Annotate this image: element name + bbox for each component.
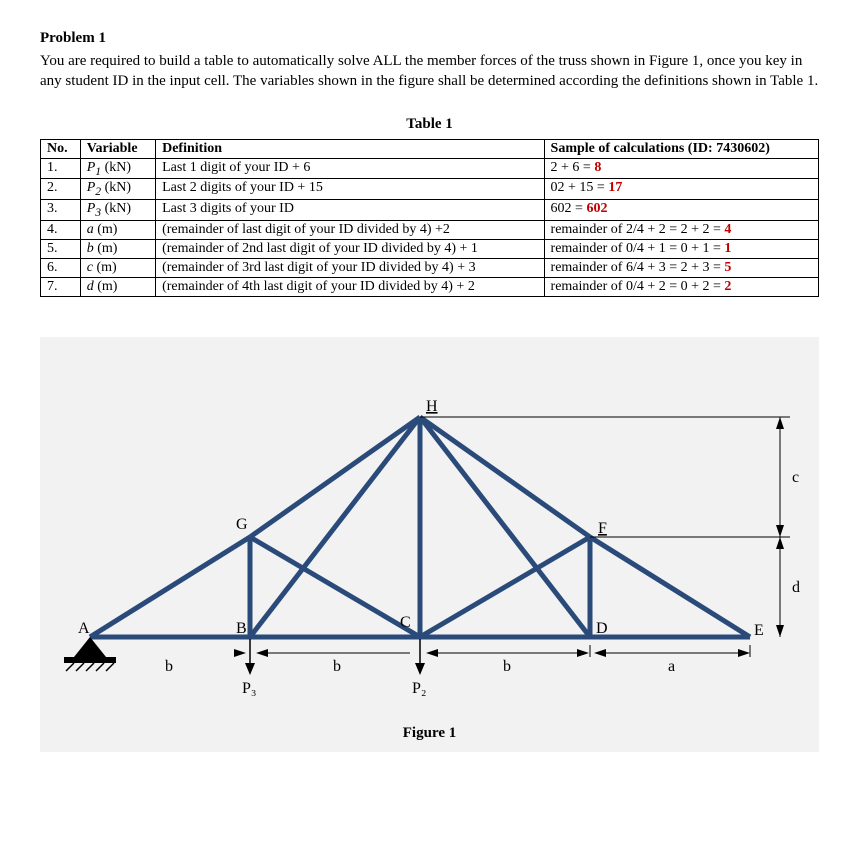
cell-no: 1. xyxy=(41,158,81,179)
cell-sample: 2 + 6 = 8 xyxy=(544,158,818,179)
dim-d: d xyxy=(792,579,800,596)
node-E: E xyxy=(754,622,764,639)
table-row: 2.P2 (kN)Last 2 digits of your ID + 1502… xyxy=(41,179,819,200)
node-H: H xyxy=(426,398,438,415)
table-row: 1.P1 (kN)Last 1 digit of your ID + 62 + … xyxy=(41,158,819,179)
cell-no: 6. xyxy=(41,258,81,277)
col-definition: Definition xyxy=(156,139,544,158)
definitions-table: No. Variable Definition Sample of calcul… xyxy=(40,139,819,297)
cell-definition: (remainder of last digit of your ID divi… xyxy=(156,220,544,239)
cell-definition: (remainder of 4th last digit of your ID … xyxy=(156,277,544,296)
dim-a: a xyxy=(668,658,675,675)
cell-variable: b (m) xyxy=(80,239,155,258)
cell-definition: (remainder of 2nd last digit of your ID … xyxy=(156,239,544,258)
dim-b3: b xyxy=(503,658,511,675)
figure-panel: c d P₃ P₂ b b b xyxy=(40,337,819,752)
cell-no: 4. xyxy=(41,220,81,239)
truss-figure: c d P₃ P₂ b b b xyxy=(50,357,830,717)
col-variable: Variable xyxy=(80,139,155,158)
cell-sample: remainder of 6/4 + 3 = 2 + 3 = 5 xyxy=(544,258,818,277)
table-row: 6.c (m)(remainder of 3rd last digit of y… xyxy=(41,258,819,277)
table-caption: Table 1 xyxy=(40,116,819,133)
load-p2: P₂ xyxy=(412,680,426,697)
node-A: A xyxy=(78,620,90,637)
node-G: G xyxy=(236,516,248,533)
cell-sample: remainder of 0/4 + 1 = 0 + 1 = 1 xyxy=(544,239,818,258)
cell-definition: Last 2 digits of your ID + 15 xyxy=(156,179,544,200)
cell-definition: Last 1 digit of your ID + 6 xyxy=(156,158,544,179)
dim-b1: b xyxy=(165,658,173,675)
node-B: B xyxy=(236,620,247,637)
node-F: F xyxy=(598,520,607,537)
cell-definition: (remainder of 3rd last digit of your ID … xyxy=(156,258,544,277)
cell-variable: c (m) xyxy=(80,258,155,277)
problem-heading: Problem 1 xyxy=(40,30,819,47)
cell-sample: remainder of 2/4 + 2 = 2 + 2 = 4 xyxy=(544,220,818,239)
col-sample: Sample of calculations (ID: 7430602) xyxy=(544,139,818,158)
cell-no: 7. xyxy=(41,277,81,296)
cell-no: 2. xyxy=(41,179,81,200)
table-row: 3.P3 (kN)Last 3 digits of your ID602 = 6… xyxy=(41,200,819,221)
cell-definition: Last 3 digits of your ID xyxy=(156,200,544,221)
cell-sample: 02 + 15 = 17 xyxy=(544,179,818,200)
table-row: 4.a (m)(remainder of last digit of your … xyxy=(41,220,819,239)
cell-no: 5. xyxy=(41,239,81,258)
cell-sample: 602 = 602 xyxy=(544,200,818,221)
problem-text: You are required to build a table to aut… xyxy=(40,51,819,92)
dim-c: c xyxy=(792,469,799,486)
cell-variable: P1 (kN) xyxy=(80,158,155,179)
cell-variable: a (m) xyxy=(80,220,155,239)
load-p3: P₃ xyxy=(242,680,256,697)
cell-sample: remainder of 0/4 + 2 = 0 + 2 = 2 xyxy=(544,277,818,296)
node-C: C xyxy=(400,614,411,631)
cell-variable: P3 (kN) xyxy=(80,200,155,221)
col-no: No. xyxy=(41,139,81,158)
table-row: 5.b (m)(remainder of 2nd last digit of y… xyxy=(41,239,819,258)
figure-caption: Figure 1 xyxy=(50,725,809,742)
dim-b2: b xyxy=(333,658,341,675)
cell-variable: P2 (kN) xyxy=(80,179,155,200)
node-D: D xyxy=(596,620,608,637)
cell-variable: d (m) xyxy=(80,277,155,296)
cell-no: 3. xyxy=(41,200,81,221)
table-row: 7.d (m)(remainder of 4th last digit of y… xyxy=(41,277,819,296)
